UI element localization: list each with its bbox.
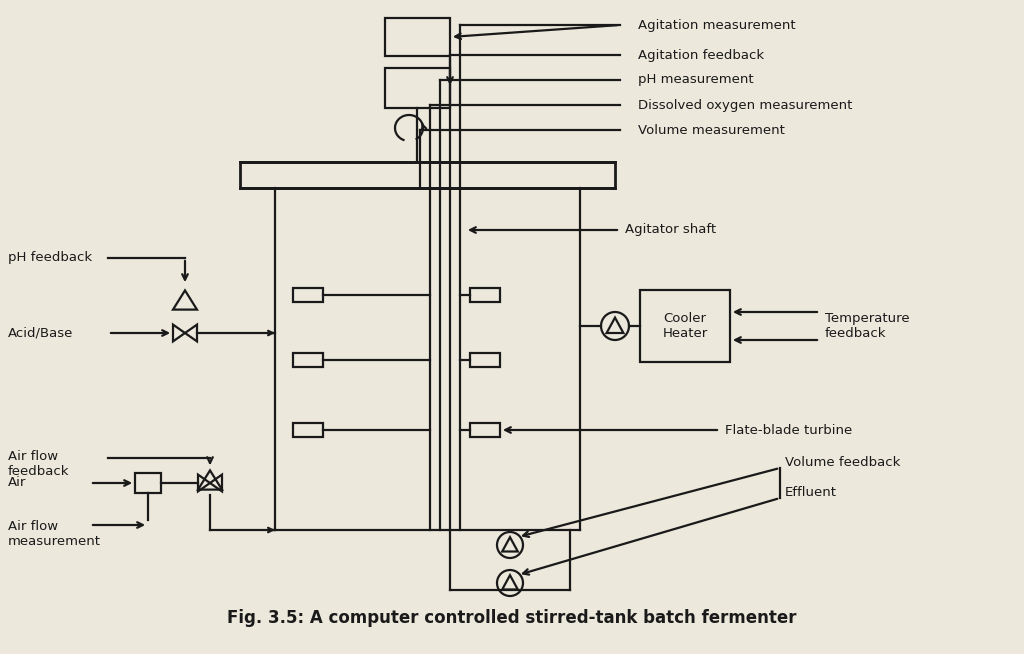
Text: pH feedback: pH feedback — [8, 252, 92, 264]
Bar — [640, 290, 730, 362]
Bar — [385, 18, 450, 56]
Bar — [135, 473, 161, 493]
Text: Air flow
measurement: Air flow measurement — [8, 520, 101, 548]
Text: Dissolved oxygen measurement: Dissolved oxygen measurement — [638, 99, 852, 111]
Text: Flate-blade turbine: Flate-blade turbine — [725, 424, 852, 436]
Text: Acid/Base: Acid/Base — [8, 326, 74, 339]
Bar — [385, 68, 450, 108]
Bar — [240, 162, 615, 188]
Text: Air flow
feedback: Air flow feedback — [8, 450, 70, 478]
Bar — [470, 288, 500, 302]
Text: Air: Air — [8, 477, 27, 489]
Bar — [293, 353, 323, 367]
Bar — [470, 353, 500, 367]
Text: Temperature
feedback: Temperature feedback — [825, 312, 909, 340]
Text: Agitation feedback: Agitation feedback — [638, 48, 764, 61]
Bar — [293, 288, 323, 302]
Text: Agitator shaft: Agitator shaft — [625, 224, 716, 237]
Bar — [470, 423, 500, 437]
Text: Volume feedback: Volume feedback — [785, 456, 900, 470]
Text: Agitation measurement: Agitation measurement — [638, 18, 796, 31]
Text: Effluent: Effluent — [785, 487, 837, 500]
Bar — [293, 423, 323, 437]
Text: pH measurement: pH measurement — [638, 73, 754, 86]
Text: Cooler
Heater: Cooler Heater — [663, 312, 708, 340]
Text: Fig. 3.5: A computer controlled stirred-tank batch fermenter: Fig. 3.5: A computer controlled stirred-… — [227, 609, 797, 627]
Text: Volume measurement: Volume measurement — [638, 124, 784, 137]
